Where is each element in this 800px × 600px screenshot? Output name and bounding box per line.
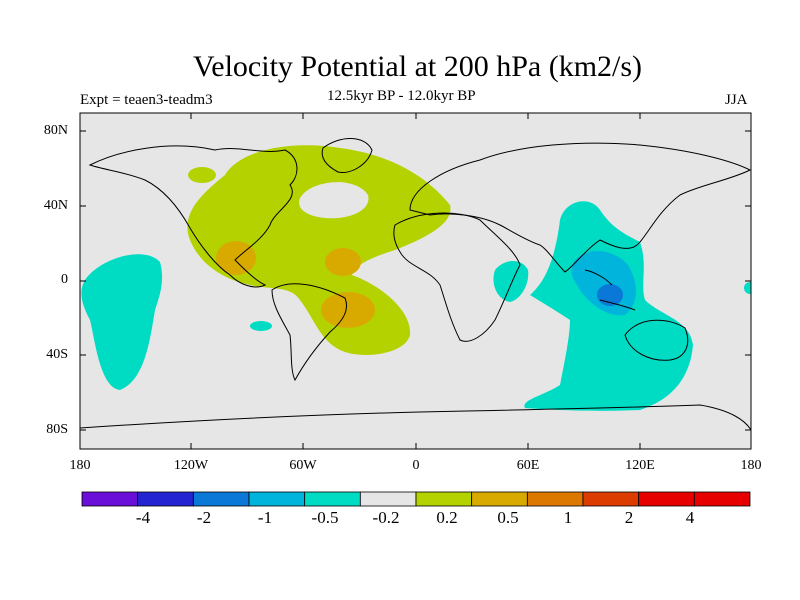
lat-label-80s: 80S bbox=[46, 422, 68, 437]
map-area bbox=[80, 113, 751, 449]
colorbar-label: -4 bbox=[135, 508, 151, 527]
coast-indonesia bbox=[584, 269, 636, 311]
colorbar-swatch bbox=[137, 491, 194, 507]
colorbar-swatch bbox=[693, 491, 751, 507]
experiment-label: Expt = teaen3-teadm3 bbox=[80, 92, 213, 108]
colorbar-label: 0.5 bbox=[497, 508, 519, 527]
colorbar-label: 0.2 bbox=[436, 508, 458, 527]
lon-label-120e: 120E bbox=[625, 458, 655, 473]
colorbar-swatch bbox=[582, 491, 640, 507]
colorbar-swatch bbox=[192, 491, 250, 507]
lat-label-eq: 0 bbox=[61, 272, 68, 287]
coast-south-america bbox=[271, 283, 347, 382]
lon-label-180w: 180 bbox=[69, 458, 91, 473]
lat-label-80n: 80N bbox=[43, 123, 68, 138]
colorbar-swatch bbox=[304, 491, 361, 507]
contour-positive-small bbox=[188, 167, 216, 183]
colorbar-swatch bbox=[471, 491, 528, 507]
colorbar bbox=[81, 491, 751, 507]
map-title: Velocity Potential at 200 hPa (km2/s) bbox=[192, 50, 643, 83]
axis-ticks bbox=[80, 113, 751, 449]
colorbar-swatch bbox=[248, 491, 306, 507]
colorbar-label: -1 bbox=[257, 508, 273, 527]
contour-high-mexico bbox=[216, 241, 256, 275]
contour-high-atlantic bbox=[325, 248, 361, 276]
colorbar-swatch bbox=[81, 491, 139, 507]
colorbar-label: -0.2 bbox=[372, 508, 400, 527]
colorbar-label: 2 bbox=[624, 508, 634, 527]
coast-africa bbox=[393, 212, 521, 342]
contour-negative-pacific bbox=[81, 254, 163, 390]
colorbar-swatch bbox=[359, 491, 417, 507]
contour-positive-atlantic bbox=[187, 145, 451, 355]
colorbar-label: 4 bbox=[685, 508, 695, 527]
coastlines bbox=[80, 138, 751, 431]
coast-eurasia bbox=[409, 142, 751, 273]
season-label: JJA bbox=[725, 92, 748, 108]
lon-label-60e: 60E bbox=[516, 458, 540, 473]
contour-neutral-hole bbox=[299, 182, 369, 219]
contour-high-brazil bbox=[321, 292, 375, 328]
contour-negative-africa bbox=[493, 261, 529, 302]
lon-label-0: 0 bbox=[412, 458, 420, 473]
coast-australia bbox=[624, 319, 689, 361]
contour-negative-small bbox=[250, 321, 272, 331]
colorbar-label: 1 bbox=[563, 508, 573, 527]
colorbar-swatch bbox=[638, 491, 695, 507]
period-label: 12.5kyr BP - 12.0kyr BP bbox=[327, 88, 476, 104]
colorbar-swatch bbox=[526, 491, 584, 507]
lat-label-40s: 40S bbox=[46, 347, 68, 362]
coast-greenland bbox=[321, 138, 373, 174]
coast-north-america bbox=[88, 145, 298, 288]
colorbar-label: -0.5 bbox=[311, 508, 339, 527]
lon-label-60w: 60W bbox=[289, 458, 317, 473]
coast-antarctica bbox=[80, 404, 751, 431]
lon-label-180e: 180 bbox=[740, 458, 762, 473]
lon-label-120w: 120W bbox=[173, 458, 209, 473]
colorbar-swatch bbox=[415, 491, 473, 507]
lat-label-40n: 40N bbox=[43, 198, 68, 213]
colorbar-label: -2 bbox=[196, 508, 212, 527]
contour-negative-edge bbox=[744, 282, 751, 294]
